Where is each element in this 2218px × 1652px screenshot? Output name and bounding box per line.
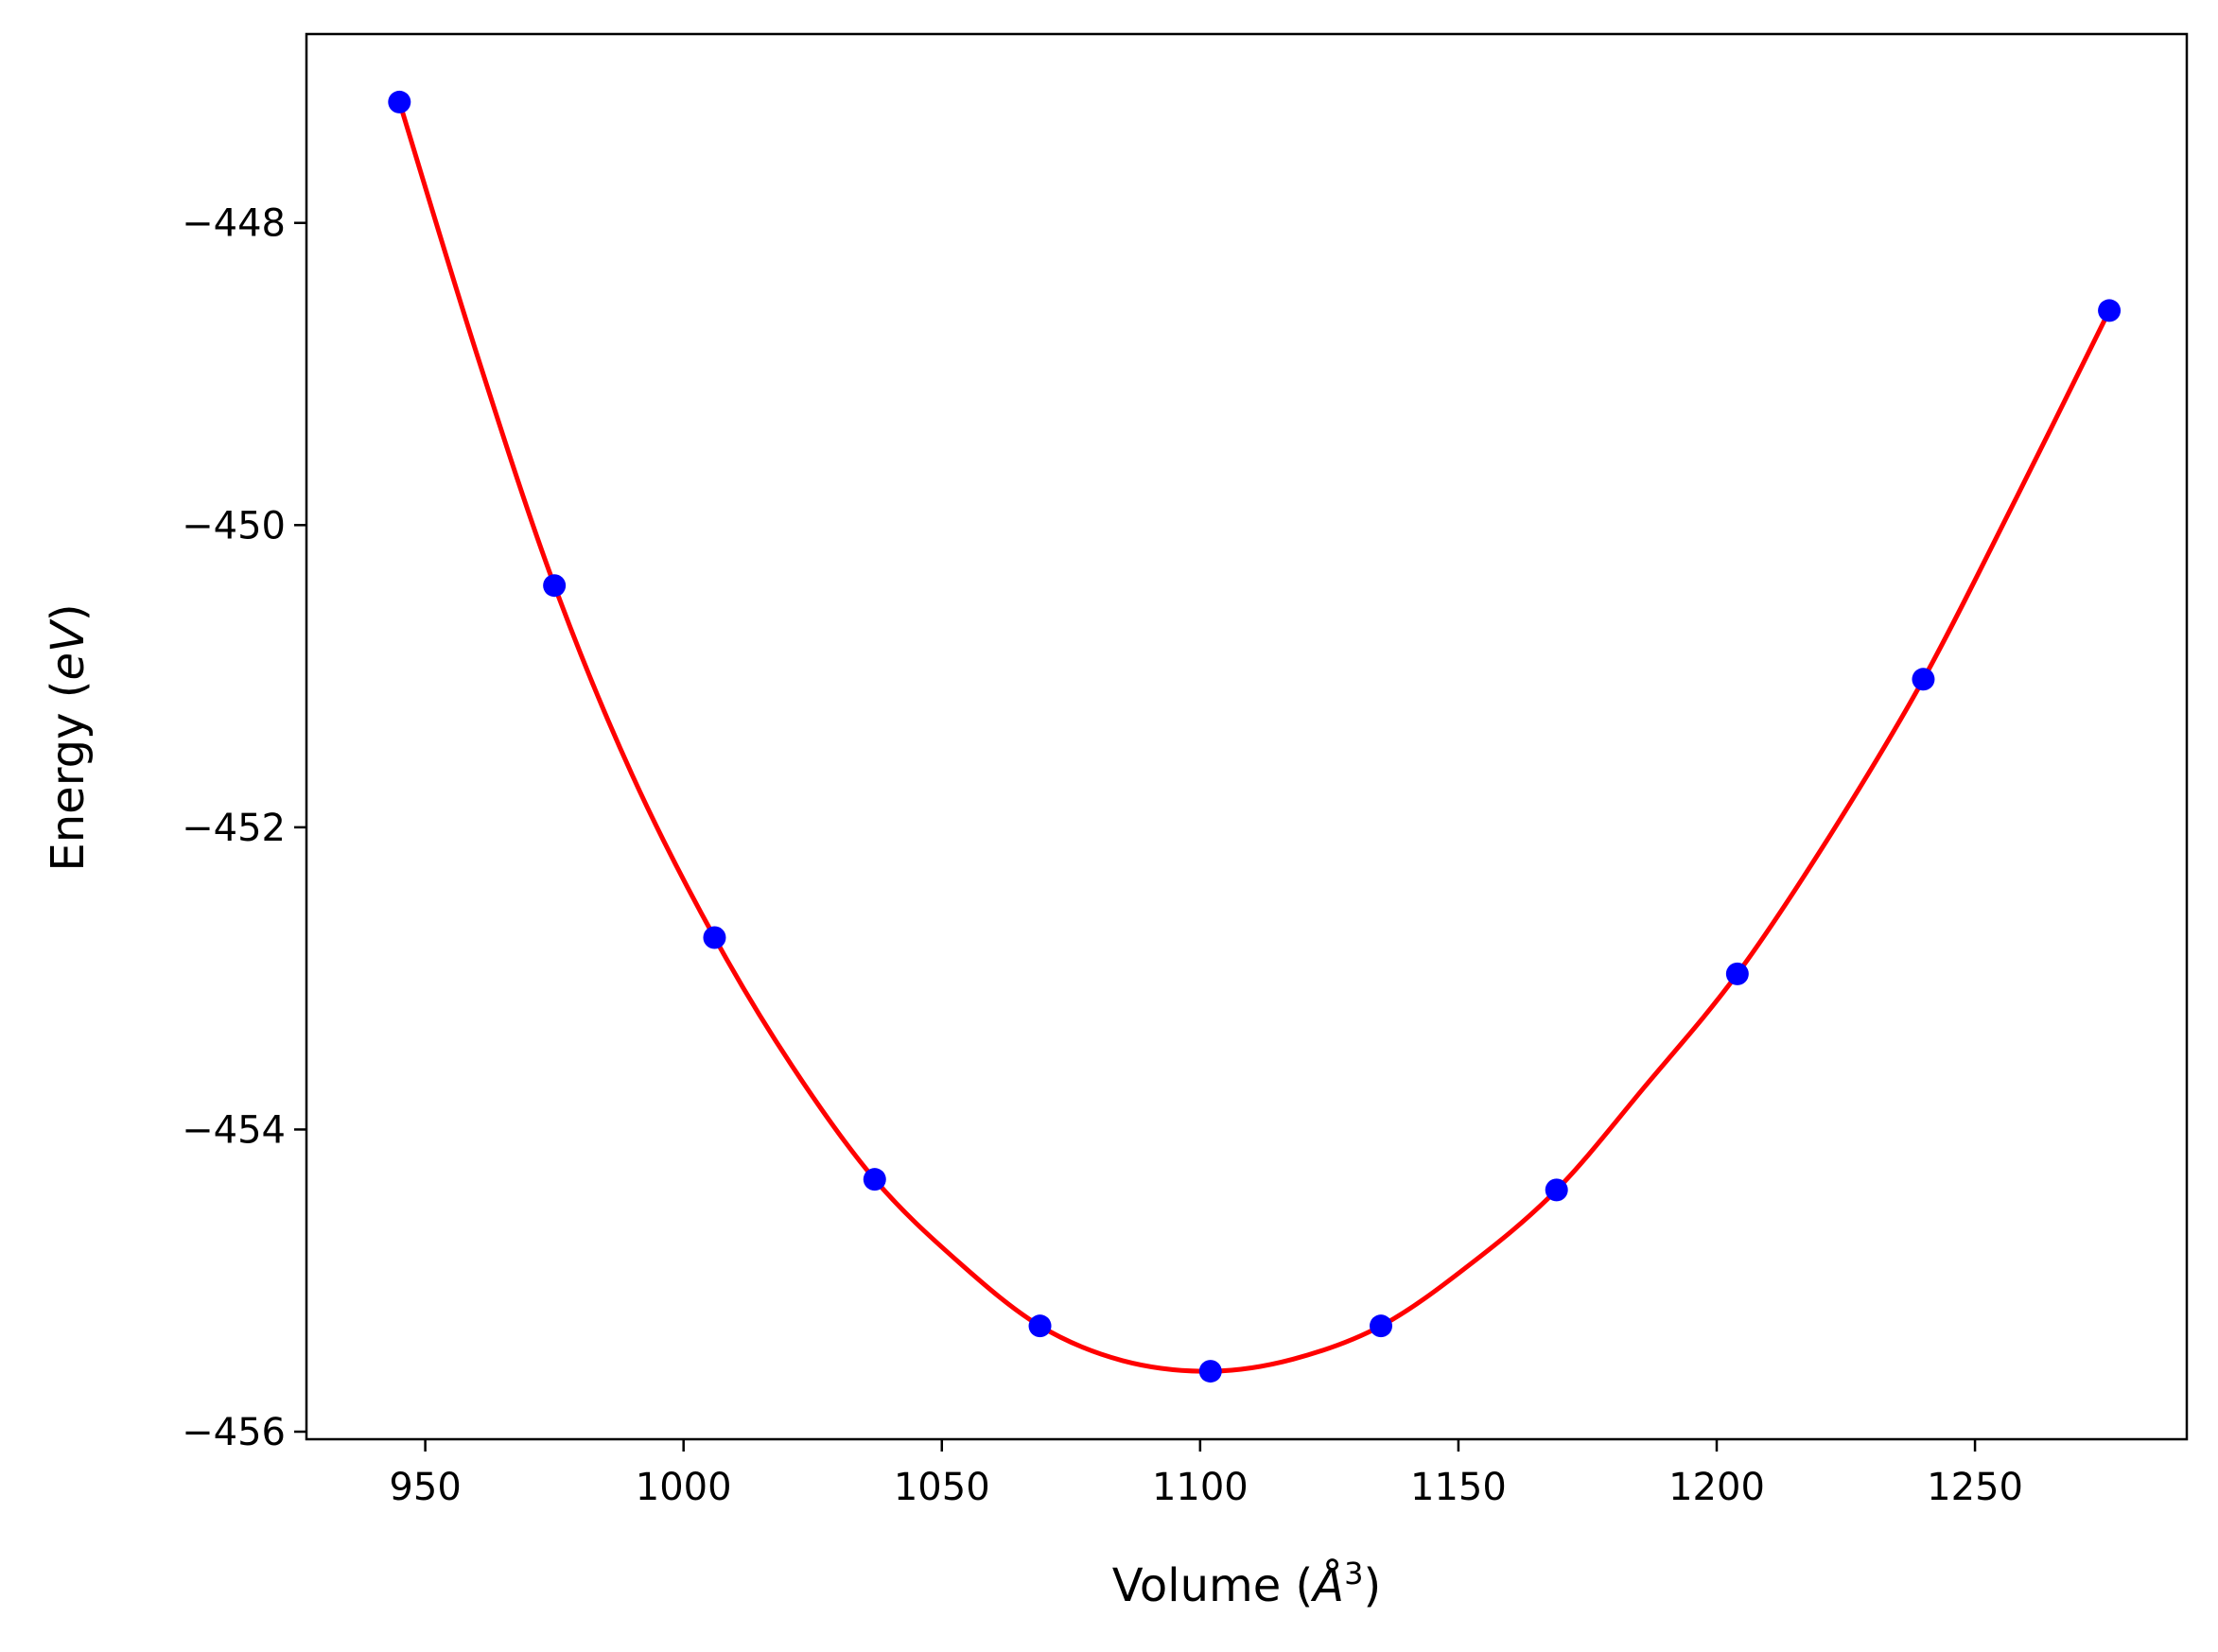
data-point bbox=[1370, 1314, 1392, 1338]
data-point bbox=[703, 926, 726, 949]
data-point bbox=[543, 574, 567, 598]
data-point bbox=[388, 90, 411, 113]
fit-curve-line bbox=[396, 101, 2112, 1374]
axes-frame bbox=[305, 32, 2189, 1441]
y-tick-label: −452 bbox=[182, 807, 286, 850]
x-axis-ticks: 950 1000 1050 1100 1150 1200 1250 bbox=[389, 1439, 2023, 1509]
x-tick-label: 1150 bbox=[1410, 1466, 1507, 1509]
data-point bbox=[1545, 1178, 1568, 1202]
x-tick-label: 1050 bbox=[894, 1466, 990, 1509]
series-layer bbox=[388, 90, 2122, 1383]
y-axis-ticks: −448 −450 −452 −454 −456 bbox=[182, 202, 306, 1454]
data-point bbox=[863, 1168, 886, 1191]
data-point bbox=[1198, 1360, 1222, 1383]
x-tick-label: 1000 bbox=[636, 1466, 732, 1509]
x-tick-label: 1200 bbox=[1668, 1466, 1765, 1509]
data-point bbox=[1028, 1314, 1052, 1338]
data-point bbox=[2098, 299, 2122, 322]
x-axis-label: Volume (Å3) bbox=[1112, 1556, 1381, 1612]
data-point bbox=[1912, 668, 1935, 691]
y-tick-label: −448 bbox=[182, 202, 286, 246]
x-tick-label: 1100 bbox=[1152, 1466, 1249, 1509]
y-tick-label: −456 bbox=[182, 1411, 286, 1454]
plot-area bbox=[306, 34, 2187, 1439]
x-tick-label: 950 bbox=[389, 1466, 461, 1509]
x-tick-label: 1250 bbox=[1927, 1466, 2023, 1509]
data-point bbox=[1725, 962, 1749, 985]
y-tick-label: −450 bbox=[182, 504, 286, 548]
y-axis-label: Energy (eV) bbox=[42, 603, 95, 871]
y-tick-label: −454 bbox=[182, 1108, 286, 1152]
